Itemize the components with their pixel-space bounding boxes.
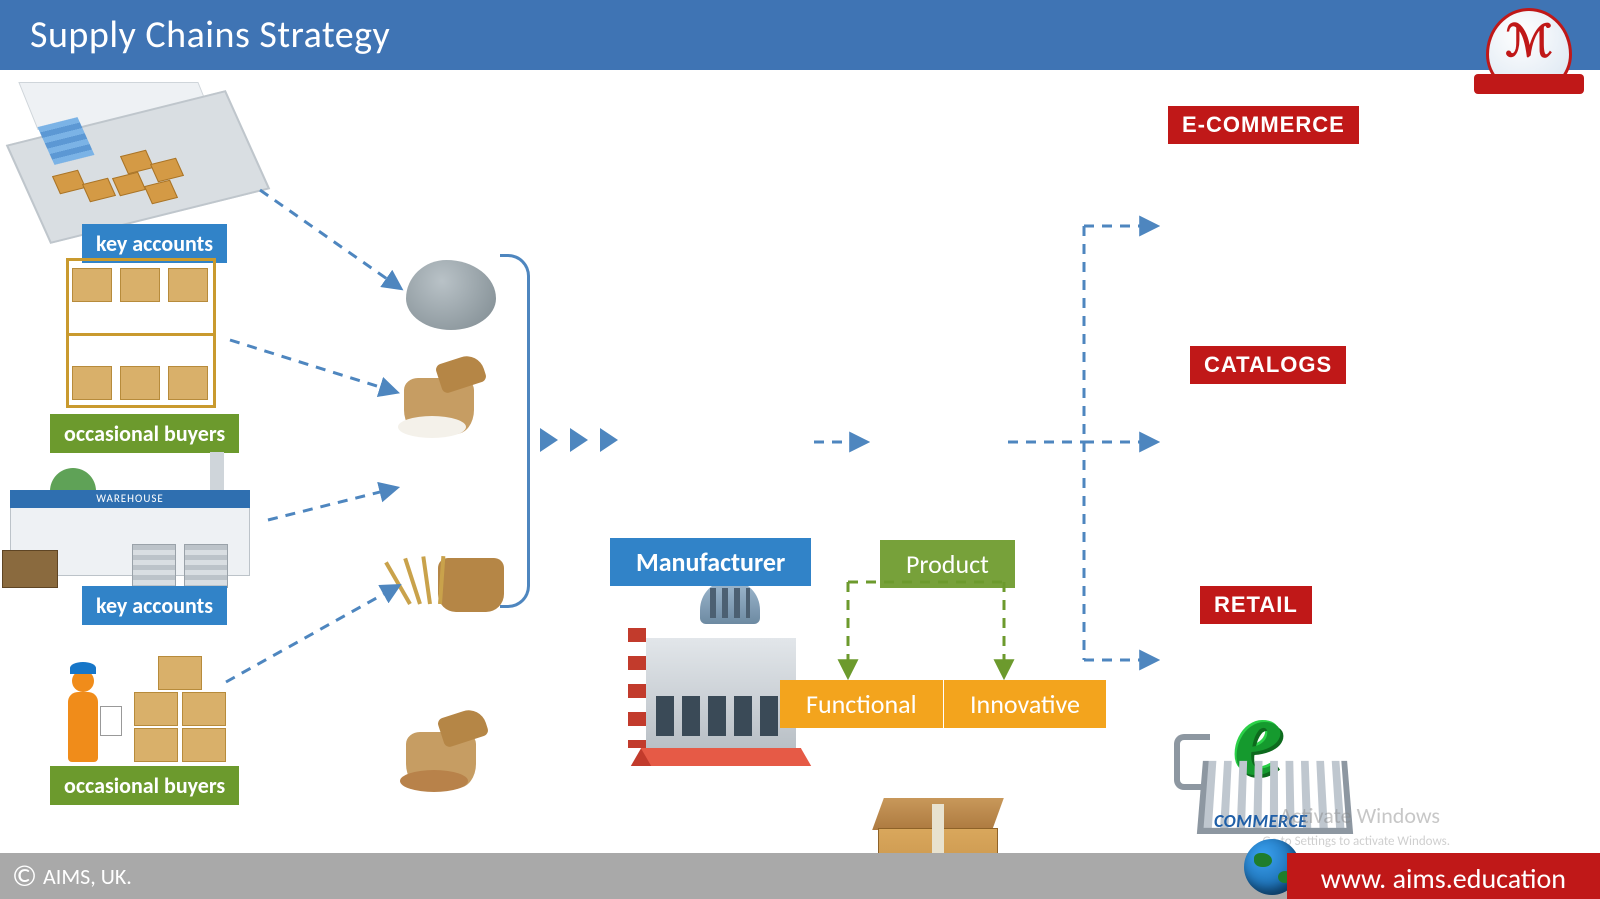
factory-icon	[616, 576, 816, 766]
footer-url: www. aims.education	[1287, 853, 1600, 899]
flow-arrow-icon	[570, 428, 588, 452]
supplier-label-2: key accounts	[82, 586, 227, 625]
collect-bracket	[500, 254, 530, 608]
brand-logo: ℳ	[1474, 2, 1584, 102]
material-flour-icon	[398, 354, 498, 434]
title-bar: Supply Chains Strategy	[0, 0, 1600, 70]
warehouse-3d-icon	[28, 82, 258, 222]
pallet-rack-icon	[66, 258, 216, 408]
supplier-label-3: occasional buyers	[50, 766, 239, 805]
org-name: AIMS, UK.	[43, 863, 132, 890]
material-wheat-icon	[394, 532, 504, 612]
product-label: Product	[880, 540, 1015, 588]
flow-arrow-icon	[600, 428, 618, 452]
channel-label-0: E-COMMERCE	[1168, 106, 1359, 144]
material-rock-icon	[406, 260, 496, 330]
product-child-0: Functional	[780, 680, 943, 728]
copyright: ©AIMS, UK.	[0, 858, 132, 895]
channel-label-2: RETAIL	[1200, 586, 1312, 624]
channel-label-1: CATALOGS	[1190, 346, 1346, 384]
warehouse-sign: WAREHOUSE	[10, 490, 250, 508]
manufacturer-label: Manufacturer	[610, 538, 811, 586]
product-child-1: Innovative	[944, 680, 1106, 728]
os-watermark-line1: Activate Windows	[1279, 802, 1440, 829]
worker-pallet-icon	[60, 622, 230, 762]
material-grain-icon	[400, 708, 500, 788]
page-title: Supply Chains Strategy	[30, 12, 390, 58]
warehouse-building-icon: WAREHOUSE	[10, 438, 260, 588]
flow-arrow-icon	[540, 428, 558, 452]
slide-stage: Supply Chains Strategy ℳ key accounts oc…	[0, 0, 1600, 899]
